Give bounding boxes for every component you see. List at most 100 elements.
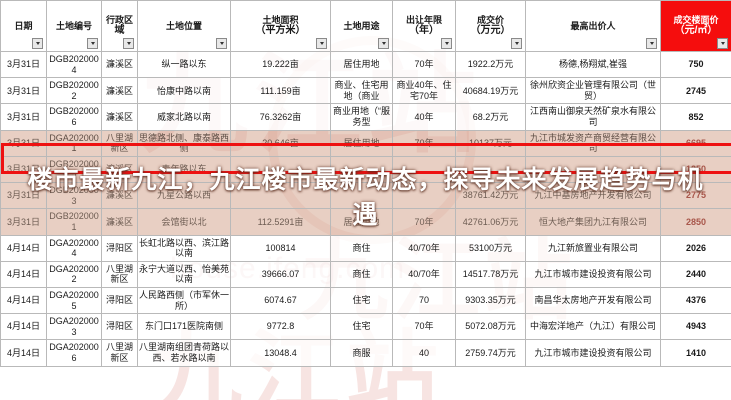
filter-dropdown-icon[interactable] — [441, 38, 452, 49]
cell-date: 3月31日 — [0, 155, 47, 184]
cell-price — [455, 155, 526, 184]
cell-use: 住宅 — [330, 286, 393, 315]
cell-price: 53100万元 — [455, 234, 526, 262]
cell-bidder: 江西南山御泉天然矿泉水有限公司 — [525, 103, 661, 131]
table-row[interactable]: 3月31日 DGB2020002 濂溪区 怡康中路以南 111.159亩 商业、住宅用地（… — [0, 77, 731, 105]
cell-floor: 6695 — [660, 129, 731, 157]
table-row[interactable]: 3月31日 DGA2020001 八里湖新区 思德路北侧、康泰路西侧 20.646亩 居住… — [0, 129, 731, 157]
table-header: 日期 土地编号 行政区域土地位置 土地面积 （平方米） 土地用途 出让年限 （年） 成交价 （万元… — [0, 0, 731, 52]
cell-term: 70年 — [392, 208, 456, 236]
cell-area: 9772.8 — [230, 313, 331, 341]
cell-term: 商业40年、住宅70年 — [392, 77, 456, 105]
cell-bidder: 杨德,杨翔斌,崔强 — [525, 50, 661, 79]
cell-area: 39666.07 — [230, 260, 331, 288]
cell-land_no: DGA2020002 — [46, 260, 102, 288]
cell-floor: 2775 — [660, 182, 731, 210]
table-row[interactable]: 4月14日 DGA2020002 八里湖新区 永宁大道以西、怡美苑以南 39666.07… — [0, 260, 731, 288]
cell-use: 居住用地 — [330, 129, 393, 157]
cell-date: 4月14日 — [0, 286, 47, 315]
cell-location: 八里湖南组团青荷路以西、若水路以南 — [137, 339, 231, 367]
cell-term: 70年 — [392, 313, 456, 341]
filter-dropdown-icon[interactable] — [511, 38, 522, 49]
cell-location: 九星公路以西 — [137, 182, 231, 210]
cell-district: 濂溪区 — [101, 50, 138, 79]
table-body: 3月31日 DGB2020004 濂溪区 纵一路以东 19.222亩 居住用地 70年 192… — [0, 50, 731, 367]
cell-date: 3月31日 — [0, 182, 47, 210]
filter-dropdown-icon[interactable] — [87, 38, 98, 49]
column-header-sublabel: （平方米） — [255, 25, 306, 37]
cell-area — [230, 155, 331, 184]
filter-dropdown-icon[interactable] — [216, 38, 227, 49]
filter-dropdown-icon[interactable] — [316, 38, 327, 49]
cell-date: 4月14日 — [0, 313, 47, 341]
cell-location: 东门口171医院南侧 — [137, 313, 231, 341]
table-row[interactable]: 3月31日 DGB2020006 濂溪区 威家北路以南 76.3262亩 商业用地（“服务… — [0, 103, 731, 131]
table-row[interactable]: 4月14日 DGA2020004 浔阳区 长虹北路以西、滨江路以南 100814 商住 40… — [0, 234, 731, 262]
cell-use: 商服 — [330, 339, 393, 367]
table-row[interactable]: 4月14日 DGA2020005 浔阳区 人民路西侧（市军休一所） 6074.67 住宅 7… — [0, 286, 731, 315]
cell-bidder — [525, 155, 661, 184]
cell-location: 思德路北侧、康泰路西侧 — [137, 129, 231, 157]
table-row[interactable]: 3月31日 DGB2020004 濂溪区 纵一路以东 19.222亩 居住用地 70年 192… — [0, 50, 731, 79]
column-header-label: 土地面积 — [262, 14, 299, 25]
column-header-label: 日期 — [14, 20, 33, 31]
cell-location: 青年路以东 — [137, 155, 231, 184]
cell-bidder: 九江新旅置业有限公司 — [525, 234, 661, 262]
cell-floor: 1410 — [660, 339, 731, 367]
cell-use — [330, 182, 393, 210]
cell-location: 长虹北路以西、滨江路以南 — [137, 234, 231, 262]
cell-area: 20.646亩 — [230, 129, 331, 157]
cell-price: 2759.74万元 — [455, 339, 526, 367]
cell-land_no: DGB2020002 — [46, 77, 102, 105]
cell-district: 濂溪区 — [101, 208, 138, 236]
table-row[interactable]: 4月14日 DGA2020006 八里湖新区 八里湖南组团青荷路以西、若水路以南 130… — [0, 339, 731, 367]
cell-district: 八里湖新区 — [101, 129, 138, 157]
column-header-label: 成交楼面价 — [673, 14, 719, 25]
cell-location: 威家北路以南 — [137, 103, 231, 131]
filter-dropdown-icon[interactable] — [717, 38, 728, 49]
cell-area: 76.3262亩 — [230, 103, 331, 131]
cell-use: 住宅 — [330, 313, 393, 341]
cell-term — [392, 182, 456, 210]
table-row[interactable]: 4月14日 DGA2020003 浔阳区 东门口171医院南侧 9772.8 住宅 70年 5… — [0, 313, 731, 341]
filter-dropdown-icon[interactable] — [123, 38, 134, 49]
cell-term: 70年 — [392, 50, 456, 79]
cell-district: 八里湖新区 — [101, 339, 138, 367]
table-row[interactable]: 3月31日 DGB2020001 濂溪区 会馆街以北 112.5291亩 居住用地 70年 4… — [0, 208, 731, 236]
cell-bidder: 中海宏洋地产（九江）有限公司 — [525, 313, 661, 341]
cell-floor: 2026 — [660, 234, 731, 262]
cell-floor: 2850 — [660, 208, 731, 236]
cell-district: 浔阳区 — [101, 286, 138, 315]
column-header-date: 日期 — [0, 0, 47, 52]
table-row[interactable]: 3月31日 DGB2020003 濂溪区 九星公路以西 38761.42万元 九江中基房地… — [0, 182, 731, 210]
filter-dropdown-icon[interactable] — [32, 38, 43, 49]
cell-area: 19.222亩 — [230, 50, 331, 79]
column-header-bidder: 最高出价人 — [525, 0, 661, 52]
table-row[interactable]: 3月31日 DGB2020005 濂溪区 青年路以东 1250 — [0, 155, 731, 184]
cell-location: 永宁大道以西、怡美苑以南 — [137, 260, 231, 288]
cell-area: 111.159亩 — [230, 77, 331, 105]
cell-term: 40 — [392, 339, 456, 367]
cell-land_no: DGA2020005 — [46, 286, 102, 315]
filter-dropdown-icon[interactable] — [646, 38, 657, 49]
cell-price: 68.2万元 — [455, 103, 526, 131]
cell-use: 商业、住宅用地（商业 — [330, 77, 393, 105]
cell-floor: 4943 — [660, 313, 731, 341]
cell-price: 38761.42万元 — [455, 182, 526, 210]
cell-floor: 2440 — [660, 260, 731, 288]
cell-date: 3月31日 — [0, 50, 47, 79]
cell-location: 人民路西侧（市军休一所） — [137, 286, 231, 315]
cell-land_no: DGA2020001 — [46, 129, 102, 157]
cell-location: 怡康中路以南 — [137, 77, 231, 105]
cell-use: 商住 — [330, 234, 393, 262]
cell-date: 3月31日 — [0, 129, 47, 157]
cell-floor: 2745 — [660, 77, 731, 105]
filter-dropdown-icon[interactable] — [378, 38, 389, 49]
column-header-use: 土地用途 — [330, 0, 393, 52]
cell-term: 70年 — [392, 129, 456, 157]
column-header-sublabel: （年） — [409, 25, 439, 37]
cell-district: 濂溪区 — [101, 155, 138, 184]
column-header-sublabel: 域 — [114, 25, 125, 37]
cell-use: 居住用地 — [330, 50, 393, 79]
cell-term: 40/70年 — [392, 260, 456, 288]
